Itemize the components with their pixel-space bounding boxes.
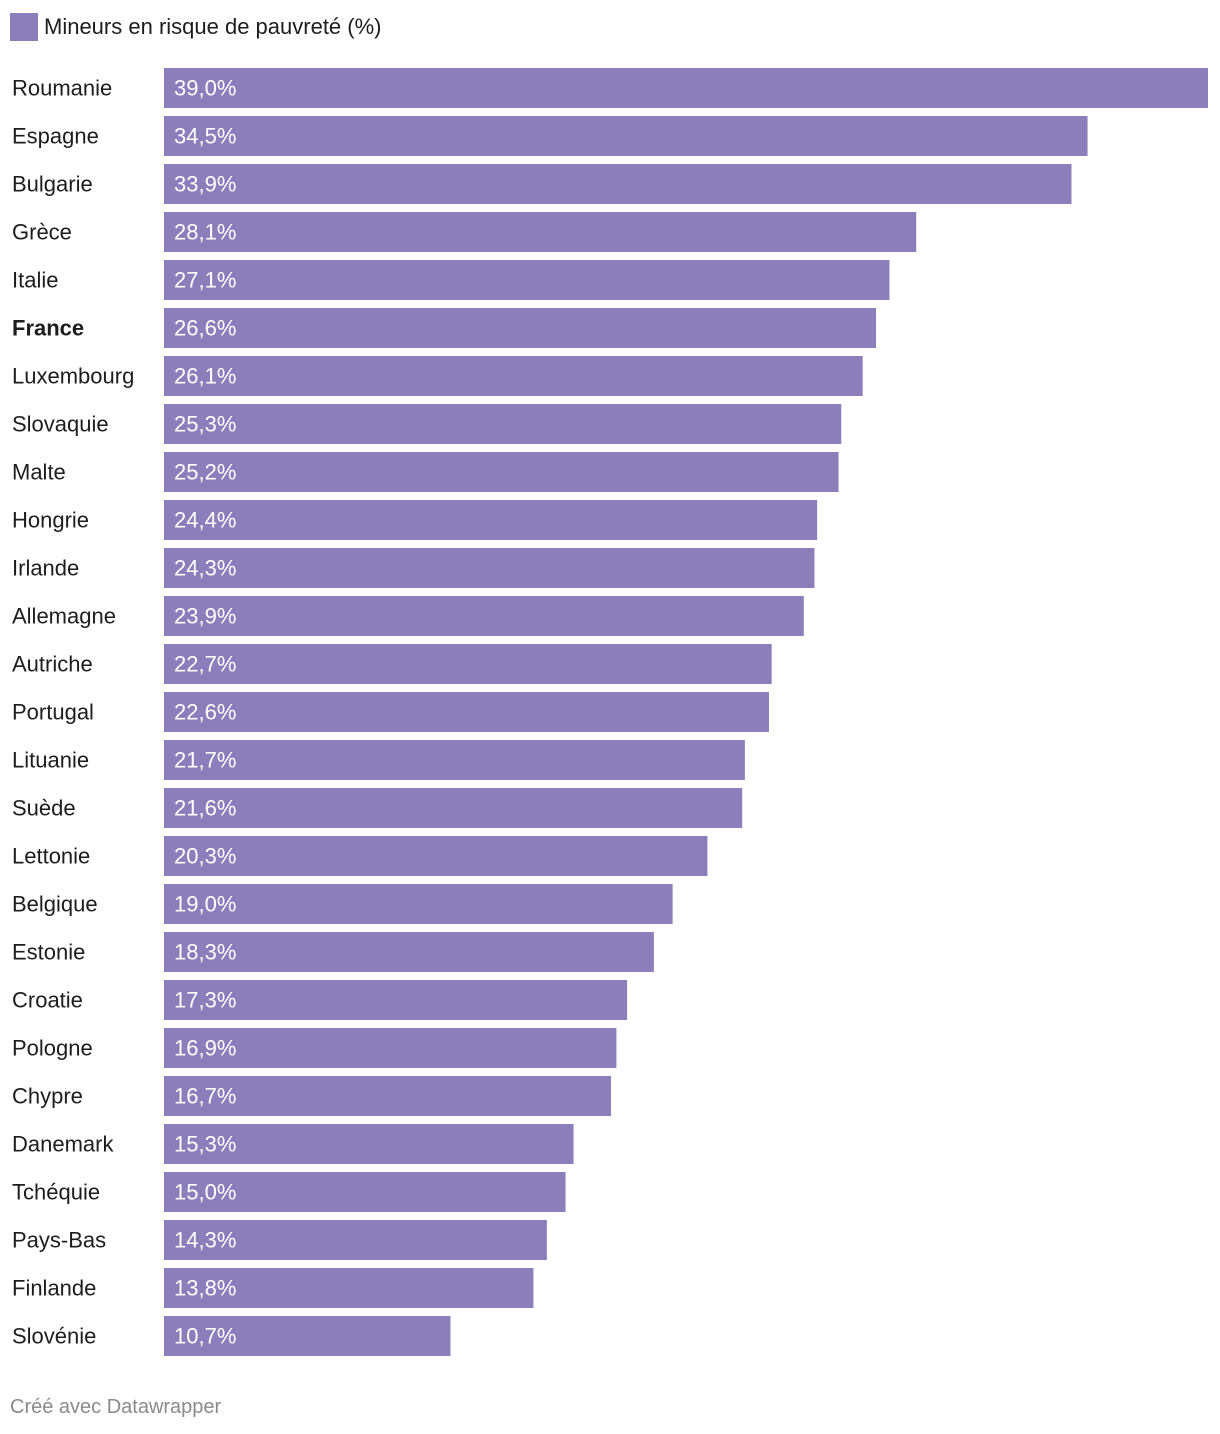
bar-value-label: 21,6%: [174, 796, 236, 821]
bar-value-label: 25,3%: [174, 412, 236, 437]
category-label: Tchéquie: [12, 1180, 100, 1205]
chart-legend: Mineurs en risque de pauvreté (%): [10, 12, 382, 42]
bar: [164, 596, 804, 636]
category-label: Finlande: [12, 1276, 96, 1301]
bar: [164, 884, 673, 924]
bar-value-label: 19,0%: [174, 892, 236, 917]
legend-label: Mineurs en risque de pauvreté (%): [44, 14, 382, 39]
footer-credit: Créé avec Datawrapper: [10, 1396, 222, 1418]
bar: [164, 1220, 547, 1260]
bar-value-label: 27,1%: [174, 268, 236, 293]
bar: [164, 452, 839, 492]
category-label: Italie: [12, 268, 58, 293]
bar: [164, 1268, 534, 1308]
bar-value-label: 39,0%: [174, 76, 236, 101]
bar-value-label: 21,7%: [174, 748, 236, 773]
bar-value-label: 18,3%: [174, 940, 236, 965]
category-label: France: [12, 316, 84, 341]
bar-value-label: 24,3%: [174, 556, 236, 581]
category-label: Allemagne: [12, 604, 116, 629]
category-label: Slovaquie: [12, 412, 109, 437]
legend-swatch: [10, 13, 38, 41]
bar: [164, 1316, 451, 1356]
category-label: Bulgarie: [12, 172, 93, 197]
category-label: Estonie: [12, 940, 85, 965]
bar: [164, 260, 890, 300]
bar-value-label: 25,2%: [174, 460, 236, 485]
category-label: Luxembourg: [12, 364, 134, 389]
bar-value-label: 26,6%: [174, 316, 236, 341]
bar: [164, 932, 654, 972]
category-label: Belgique: [12, 892, 98, 917]
bar: [164, 68, 1208, 108]
bar: [164, 788, 743, 828]
bar: [164, 500, 818, 540]
category-label: Grèce: [12, 220, 72, 245]
category-label: Pays-Bas: [12, 1228, 106, 1253]
category-label: Roumanie: [12, 76, 112, 101]
bar: [164, 308, 877, 348]
category-label: Suède: [12, 796, 76, 821]
bar-value-label: 14,3%: [174, 1228, 236, 1253]
bar: [164, 740, 745, 780]
bar: [164, 1124, 574, 1164]
category-label: Lettonie: [12, 844, 90, 869]
category-label: Slovénie: [12, 1324, 96, 1349]
category-label: Espagne: [12, 124, 99, 149]
bar-value-label: 16,7%: [174, 1084, 236, 1109]
bar-value-label: 24,4%: [174, 508, 236, 533]
bar-value-label: 26,1%: [174, 364, 236, 389]
category-label: Lituanie: [12, 748, 89, 773]
bar-value-label: 28,1%: [174, 220, 236, 245]
bar-value-label: 16,9%: [174, 1036, 236, 1061]
bar: [164, 692, 769, 732]
bar: [164, 548, 815, 588]
category-label: Pologne: [12, 1036, 93, 1061]
bar: [164, 164, 1072, 204]
bar-value-label: 10,7%: [174, 1324, 236, 1349]
bar: [164, 1028, 617, 1068]
bar: [164, 836, 708, 876]
category-label: Autriche: [12, 652, 93, 677]
category-label: Malte: [12, 460, 66, 485]
bar-value-label: 15,3%: [174, 1132, 236, 1157]
bar: [164, 116, 1088, 156]
bar-value-label: 34,5%: [174, 124, 236, 149]
category-label: Irlande: [12, 556, 79, 581]
category-label: Hongrie: [12, 508, 89, 533]
bar-value-label: 20,3%: [174, 844, 236, 869]
category-label: Danemark: [12, 1132, 114, 1157]
bar-value-label: 22,6%: [174, 700, 236, 725]
bar: [164, 980, 628, 1020]
bar: [164, 356, 863, 396]
bar: [164, 1076, 612, 1116]
bar-value-label: 13,8%: [174, 1276, 236, 1301]
category-label: Portugal: [12, 700, 94, 725]
bar-chart: Roumanie 39,0% Espagne 34,5% Bulgarie 33,9% Gr…: [12, 68, 1208, 1356]
category-label: Chypre: [12, 1084, 83, 1109]
bar: [164, 404, 842, 444]
bar: [164, 1172, 566, 1212]
category-label: Croatie: [12, 988, 83, 1013]
bar-value-label: 22,7%: [174, 652, 236, 677]
bar-value-label: 23,9%: [174, 604, 236, 629]
bar: [164, 212, 917, 252]
bar-value-label: 15,0%: [174, 1180, 236, 1205]
bar-value-label: 33,9%: [174, 172, 236, 197]
bar-value-label: 17,3%: [174, 988, 236, 1013]
bar: [164, 644, 772, 684]
